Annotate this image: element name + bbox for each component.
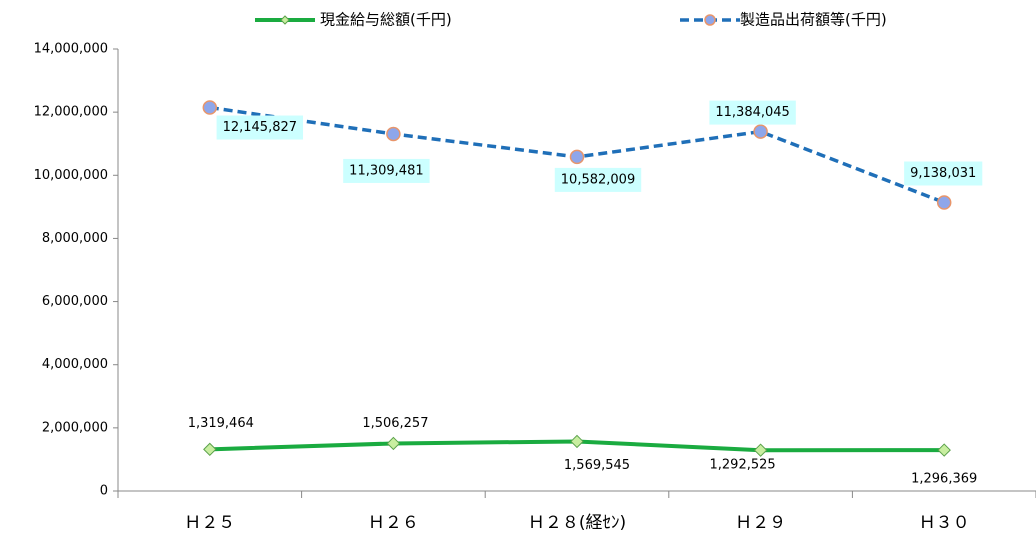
x-tick-label: Ｈ２６ [368, 513, 419, 533]
x-tick-label: Ｈ２８(経ｾﾝ) [528, 513, 626, 533]
data-label-box [554, 167, 642, 192]
data-label: 11,309,481 [349, 163, 423, 178]
data-label-group: 1,296,369 [911, 472, 977, 487]
marker [569, 149, 585, 165]
data-label-box [343, 158, 430, 183]
x-tick-label: Ｈ３０ [919, 513, 970, 533]
marker [753, 124, 768, 139]
data-label-box [709, 100, 796, 125]
data-label-box [904, 161, 983, 186]
data-label: 1,569,545 [564, 458, 630, 473]
data-label-box [216, 115, 304, 140]
y-tick-label: 8,000,000 [42, 231, 108, 246]
x-tick-label: Ｈ２５ [184, 513, 235, 533]
marker [202, 100, 218, 115]
legend-marker [280, 15, 290, 25]
data-label-group: 10,582,009 [554, 167, 642, 192]
data-label-group: 1,292,525 [710, 458, 776, 473]
y-tick-label: 4,000,000 [42, 357, 108, 372]
marker [937, 443, 951, 457]
legend-label: 現金給与総額(千円) [320, 11, 452, 29]
x-tick-label: Ｈ２９ [735, 513, 786, 533]
y-tick-label: 12,000,000 [34, 105, 108, 120]
y-tick-label: 2,000,000 [42, 420, 108, 435]
data-label: 10,582,009 [561, 172, 635, 187]
marker [936, 195, 952, 210]
data-label: 1,506,257 [362, 416, 428, 431]
marker [753, 443, 768, 457]
data-label: 12,145,827 [223, 120, 297, 135]
data-label-group: 1,319,464 [188, 416, 254, 431]
marker [386, 436, 401, 451]
y-tick-label: 14,000,000 [34, 42, 108, 57]
data-label-group: 1,506,257 [362, 416, 428, 431]
data-label: 1,296,369 [911, 472, 977, 487]
data-label-group: 12,145,827 [216, 115, 304, 140]
y-tick-label: 6,000,000 [42, 294, 108, 309]
y-tick-label: 0 [100, 484, 108, 499]
data-label-group: 9,138,031 [904, 161, 983, 186]
legend-label: 製造品出荷額等(千円) [740, 11, 887, 29]
data-label: 11,384,045 [715, 105, 789, 120]
marker [570, 434, 584, 449]
marker [386, 126, 401, 142]
data-label: 9,138,031 [910, 166, 976, 181]
legend-marker [704, 14, 716, 26]
data-label: 1,292,525 [710, 458, 776, 473]
data-label-group: 11,309,481 [343, 158, 430, 183]
y-tick-label: 10,000,000 [34, 168, 108, 183]
data-label: 1,319,464 [188, 416, 254, 431]
data-label-group: 1,569,545 [564, 458, 630, 473]
data-label-group: 11,384,045 [709, 100, 796, 125]
marker [203, 442, 217, 457]
